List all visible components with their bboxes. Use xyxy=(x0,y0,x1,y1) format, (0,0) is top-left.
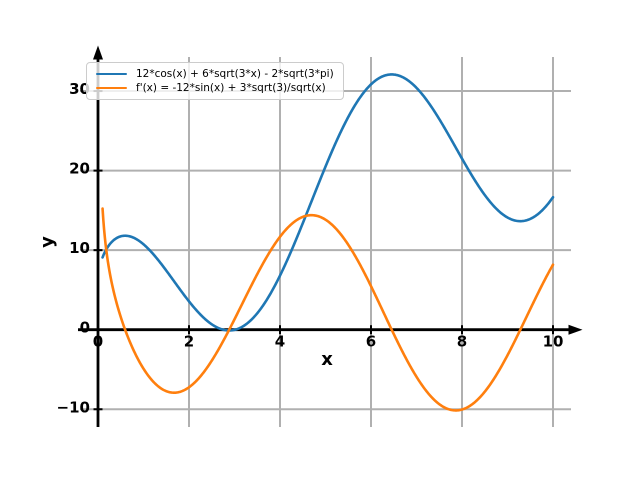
legend-label: 12*cos(x) + 6*sqrt(3*x) - 2*sqrt(3*pi) xyxy=(136,67,334,80)
legend-line-sample-icon xyxy=(96,72,127,76)
x-tick-label: 6 xyxy=(366,333,376,351)
legend-item: f'(x) = -12*sin(x) + 3*sqrt(3)/sqrt(x) xyxy=(96,81,334,95)
y-tick-label: 0 xyxy=(80,319,90,337)
x-axis-label: x xyxy=(321,349,333,370)
legend: 12*cos(x) + 6*sqrt(3*x) - 2*sqrt(3*pi) f'… xyxy=(86,62,344,100)
x-tick-label: 4 xyxy=(275,333,285,351)
curves-layer xyxy=(101,73,555,412)
y-axis-arrow-icon xyxy=(93,45,103,60)
y-tick-label: 30 xyxy=(69,80,90,98)
axis-layer xyxy=(78,45,583,427)
x-tick-label: 2 xyxy=(184,333,194,351)
series-line-1 xyxy=(101,207,555,412)
x-tick-label: 8 xyxy=(457,333,467,351)
series-line-0 xyxy=(101,73,555,332)
x-axis-arrow-icon xyxy=(568,324,583,335)
tick-labels-layer: 0 2 4 6 8 10 −10 0 10 20 30 xyxy=(57,80,564,416)
x-tick-label: 10 xyxy=(543,333,564,351)
y-tick-label: 20 xyxy=(69,160,90,178)
legend-line-sample-icon xyxy=(96,86,127,90)
y-tick-label: −10 xyxy=(57,398,90,416)
legend-item: 12*cos(x) + 6*sqrt(3*x) - 2*sqrt(3*pi) xyxy=(96,67,334,81)
y-tick-label: 10 xyxy=(69,239,90,257)
legend-label: f'(x) = -12*sin(x) + 3*sqrt(3)/sqrt(x) xyxy=(136,81,326,94)
x-tick-label: 0 xyxy=(93,333,103,351)
y-axis-label: y xyxy=(37,236,58,248)
